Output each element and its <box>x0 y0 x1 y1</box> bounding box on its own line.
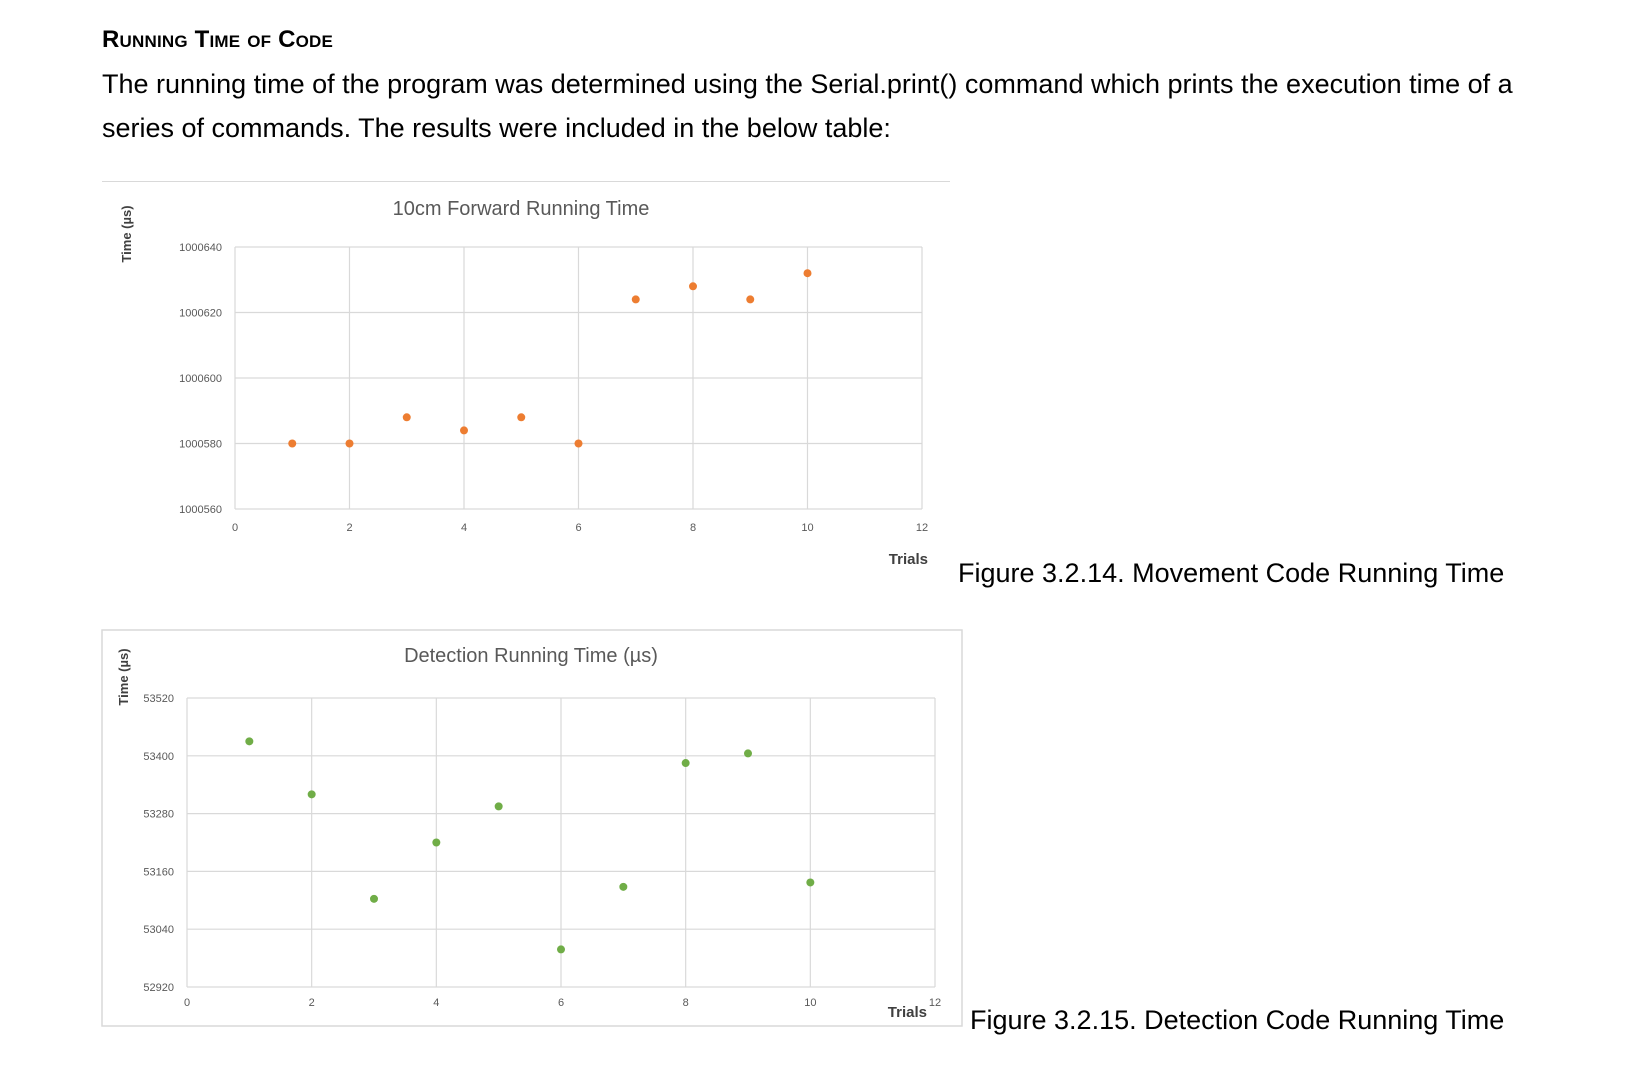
chart1-xtick-label: 12 <box>916 522 928 534</box>
figure2-caption: Figure 3.2.15. Detection Code Running Ti… <box>970 1005 1505 1035</box>
chart2-xtick-label: 2 <box>309 997 315 1009</box>
chart1-xtick-label: 4 <box>461 522 467 534</box>
chart1: 10cm Forward Running Time Time (µs) Tria… <box>119 198 928 568</box>
chart1-ytick-label: 1000640 <box>179 242 222 254</box>
chart1-xtick-label: 6 <box>575 522 581 534</box>
chart1-title: 10cm Forward Running Time <box>393 198 650 220</box>
chart2: Detection Running Time (µs) Time (µs) Tr… <box>116 645 941 1021</box>
divider <box>102 181 950 182</box>
chart2-title: Detection Running Time (µs) <box>404 645 658 667</box>
chart2-xtick-label: 4 <box>433 997 439 1009</box>
chart1-data-point <box>460 426 468 435</box>
chart1-data-point <box>631 295 640 304</box>
figure1-caption: Figure 3.2.14. Movement Code Running Tim… <box>958 558 1505 588</box>
chart1-data-point <box>517 413 526 422</box>
chart2-data-point <box>307 790 316 799</box>
chart2-xtick-label: 10 <box>804 997 816 1009</box>
chart2-data-point <box>681 759 690 768</box>
chart2-data-point <box>494 802 503 811</box>
chart2-xtick-label: 6 <box>558 997 564 1009</box>
chart1-data-point <box>574 439 583 448</box>
chart2-xtick-label: 0 <box>184 997 190 1009</box>
chart2-data-point <box>245 737 254 746</box>
section-heading: Running Time of Code <box>102 26 334 53</box>
chart2-ytick-label: 53040 <box>143 924 174 936</box>
chart1-data-point <box>402 413 411 422</box>
chart1-data-point <box>803 269 812 278</box>
chart2-xlabel: Trials <box>888 1004 927 1021</box>
chart2-data-point <box>744 749 752 758</box>
chart1-xtick-label: 8 <box>690 522 696 534</box>
chart1-xtick-label: 10 <box>801 522 813 534</box>
chart2-frame <box>101 629 963 1027</box>
chart1-ytick-label: 1000620 <box>179 308 222 320</box>
chart1-ytick-label: 1000600 <box>179 373 222 385</box>
chart1-data-point <box>288 439 297 448</box>
chart1-ytick-label: 1000560 <box>179 504 222 516</box>
chart1-xtick-label: 2 <box>346 522 352 534</box>
chart2-ytick-label: 53520 <box>143 693 174 705</box>
chart2-ytick-label: 53160 <box>143 866 174 878</box>
chart2-xtick-label: 12 <box>929 997 941 1009</box>
chart2-ytick-label: 53400 <box>143 751 174 763</box>
chart2-ylabel: Time (µs) <box>116 648 131 705</box>
chart2-data-point <box>370 894 378 903</box>
chart2-data-point <box>557 945 565 954</box>
chart2-data-point <box>806 878 815 887</box>
chart2-ytick-label: 52920 <box>143 982 174 994</box>
chart1-ylabel: Time (µs) <box>119 205 134 262</box>
chart2-data-point <box>619 882 628 891</box>
intro-paragraph: The running time of the program was dete… <box>102 69 1513 143</box>
chart1-data-point <box>345 439 354 448</box>
chart2-xtick-label: 8 <box>683 997 689 1009</box>
chart1-ytick-label: 1000580 <box>179 439 222 451</box>
chart1-xlabel: Trials <box>889 551 928 568</box>
chart2-ytick-label: 53280 <box>143 809 174 821</box>
chart1-data-point <box>746 295 755 304</box>
chart2-data-point <box>432 838 441 847</box>
chart1-xtick-label: 0 <box>232 522 238 534</box>
chart1-data-point <box>689 282 697 291</box>
